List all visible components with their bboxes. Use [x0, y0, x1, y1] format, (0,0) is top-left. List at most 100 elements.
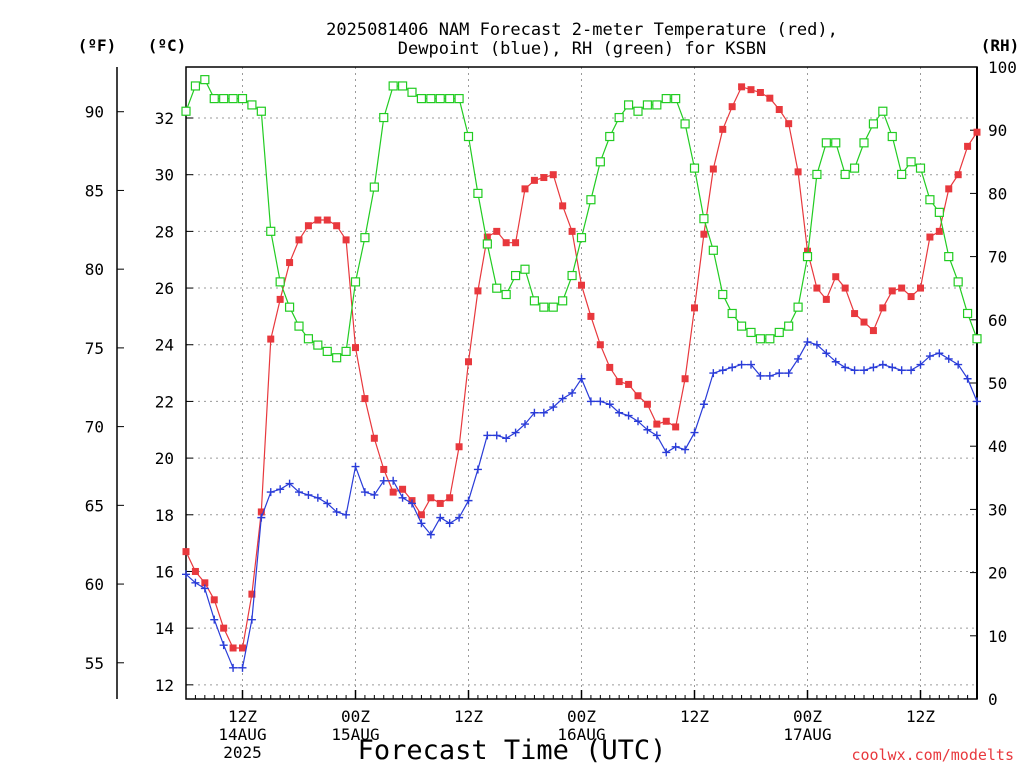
rh-point: [680, 119, 690, 129]
rh-point: [708, 245, 718, 255]
rh-point: [661, 93, 671, 104]
unit-label-rh: (RH): [981, 36, 1020, 55]
temperature-point: [578, 281, 585, 289]
dewpoint-point: [342, 510, 351, 519]
rh-point: [548, 302, 558, 312]
rh-point: [435, 93, 445, 104]
temperature-point: [286, 259, 294, 267]
temperature-point: [455, 443, 463, 451]
chart-title-line2: Dewpoint (blue), RH (green) for KSBN: [398, 39, 766, 59]
dewpoint-point: [238, 663, 247, 672]
fahrenheit-tick-label: 60: [85, 575, 104, 594]
x-tick-label: 12Z: [906, 707, 935, 726]
dewpoint-point: [473, 465, 482, 474]
temperature-point: [775, 106, 783, 114]
rh-point: [379, 112, 389, 123]
dewpoint-point: [812, 340, 821, 349]
dewpoint-point: [266, 488, 275, 497]
temperature-point: [719, 125, 727, 133]
rh-point: [463, 131, 474, 142]
dewpoint-point: [182, 570, 190, 579]
rh-point: [228, 93, 238, 104]
rh-point: [332, 353, 342, 363]
rh-tick-label: 30: [988, 500, 1007, 519]
temperature-point: [342, 236, 350, 244]
fahrenheit-tick-label: 55: [85, 654, 104, 673]
temperature-point: [625, 380, 633, 388]
dewpoint-point: [426, 530, 435, 539]
rh-point: [294, 321, 304, 331]
dewpoint-point: [370, 490, 379, 499]
dewpoint-point: [652, 431, 661, 440]
temperature-point: [766, 94, 774, 102]
rh-point: [567, 270, 577, 281]
dewpoint-point: [624, 411, 633, 420]
temperature-point: [314, 216, 322, 224]
celsius-tick-label: 20: [155, 449, 174, 468]
rh-point: [473, 188, 483, 198]
dewpoint-point: [963, 374, 972, 383]
temperature-point: [220, 624, 228, 632]
rh-point: [482, 239, 492, 249]
temperature-point: [295, 236, 303, 244]
rh-point: [840, 169, 850, 180]
rh-point: [219, 93, 229, 104]
temperature-point: [841, 284, 849, 292]
temperature-point: [417, 511, 425, 519]
celsius-tick-label: 28: [155, 222, 174, 241]
rh-point: [313, 340, 323, 350]
temperature-point: [596, 341, 604, 349]
rh-point: [322, 346, 332, 356]
dewpoint-point: [605, 400, 614, 409]
x-tick-label: 14AUG: [218, 725, 266, 744]
celsius-tick-label: 18: [155, 506, 174, 525]
dewpoint-point: [690, 428, 699, 437]
rh-tick-label: 80: [988, 184, 1007, 203]
rh-point: [397, 81, 408, 91]
rh-point: [454, 93, 464, 104]
temperature-point: [926, 233, 934, 241]
rh-point: [774, 327, 784, 338]
dewpoint-point: [860, 366, 868, 375]
temperature-point: [276, 295, 284, 303]
dewpoint-point: [747, 360, 755, 369]
temperature-point: [804, 247, 811, 255]
dewpoint-point: [944, 354, 953, 363]
rh-point: [350, 277, 361, 287]
dewpoint-point: [709, 369, 718, 378]
x-tick-label: 15AUG: [331, 725, 379, 744]
temperature-point: [813, 284, 821, 292]
dewpoint-point: [878, 360, 887, 369]
rh-point: [303, 334, 314, 344]
rh-tick-label: 60: [988, 311, 1007, 330]
x-tick-label: 17AUG: [783, 725, 831, 744]
rh-point: [586, 195, 596, 205]
temperature-point: [973, 128, 981, 136]
temperature-point: [304, 222, 312, 230]
rh-point: [944, 252, 954, 262]
rh-point: [859, 138, 869, 148]
temperature-point: [540, 174, 548, 182]
temperature-point: [785, 120, 793, 128]
dewpoint-point: [351, 462, 360, 471]
temperature-point: [606, 363, 614, 371]
rh-point: [190, 81, 201, 91]
dewpoint-point: [907, 366, 916, 375]
x-tick-label: 12Z: [228, 707, 257, 726]
chart-title: 2025081406 NAM Forecast 2-meter Temperat…: [326, 20, 838, 40]
dewpoint-point: [973, 397, 981, 406]
rh-point: [689, 163, 700, 173]
dewpoint-point: [935, 349, 944, 358]
source-credit: coolwx.com/modelts: [851, 746, 1014, 764]
temperature-point: [210, 596, 218, 604]
dewpoint-point: [483, 431, 492, 440]
rh-point: [595, 157, 605, 167]
temperature-point: [201, 579, 209, 587]
dewpoint-point: [436, 513, 445, 522]
dewpoint-point: [699, 400, 708, 409]
dewpoint-point: [521, 420, 529, 429]
temperature-point: [888, 287, 896, 295]
x-tick-label: 00Z: [793, 707, 822, 726]
dewpoint-point: [304, 490, 313, 499]
temperature-point: [964, 142, 972, 150]
